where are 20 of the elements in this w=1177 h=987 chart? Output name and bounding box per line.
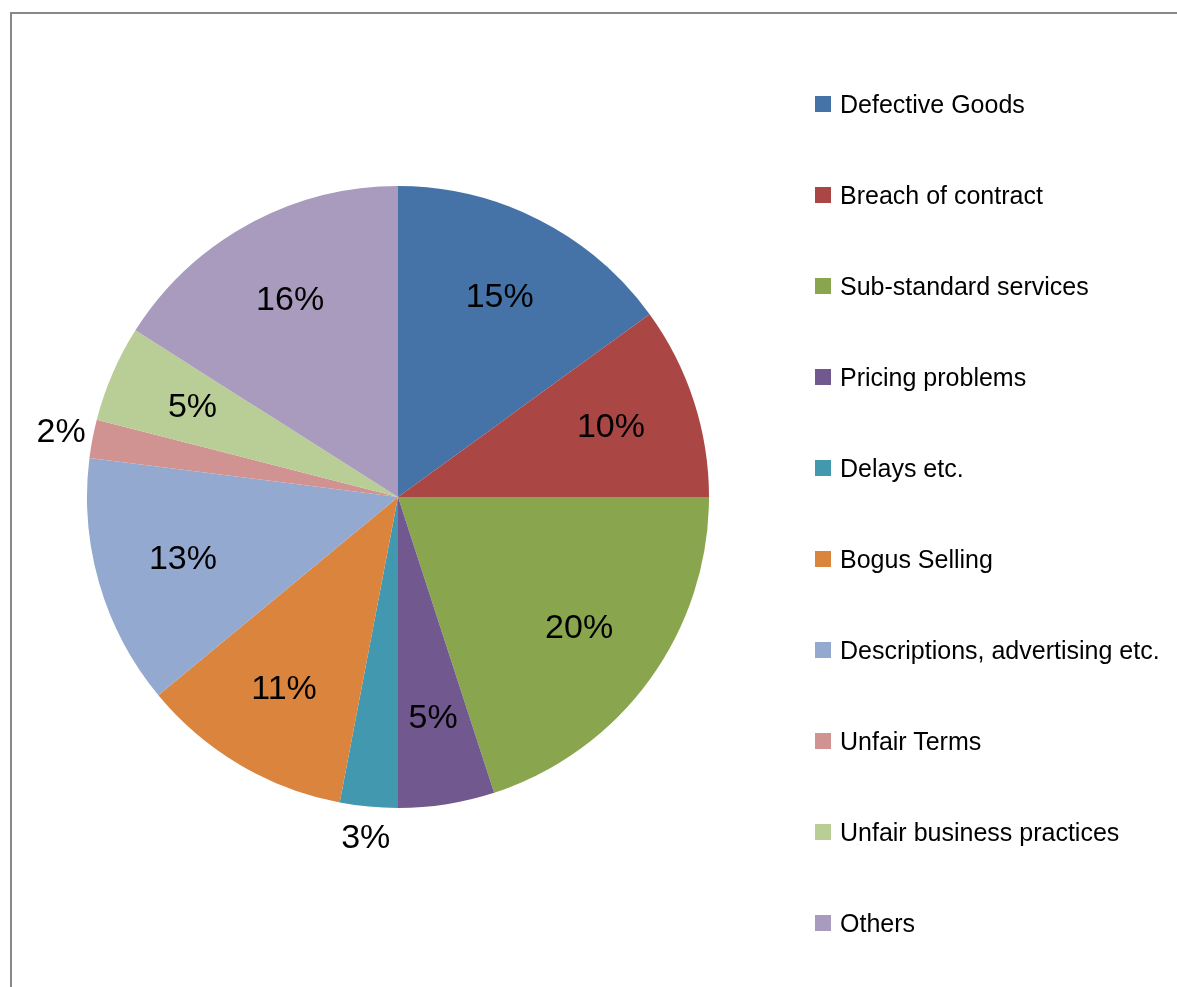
- legend-label: Pricing problems: [840, 362, 1027, 393]
- legend-label: Unfair business practices: [840, 817, 1120, 848]
- data-label: 5%: [408, 696, 458, 735]
- legend-label: Delays etc.: [840, 453, 964, 484]
- data-label: 13%: [148, 537, 217, 576]
- legend-label: Descriptions, advertising etc.: [840, 635, 1160, 666]
- data-label: 16%: [256, 279, 325, 318]
- data-label: 11%: [251, 668, 317, 707]
- legend-label: Unfair Terms: [840, 726, 982, 757]
- data-label: 10%: [576, 406, 645, 445]
- legend-label: Sub-standard services: [840, 271, 1089, 302]
- data-label: 15%: [465, 275, 534, 314]
- legend-label: Defective Goods: [840, 89, 1025, 120]
- legend-label: Others: [840, 908, 916, 939]
- data-label: 3%: [341, 816, 391, 855]
- legend-label: Breach of contract: [840, 180, 1043, 211]
- data-label: 20%: [545, 606, 614, 645]
- legend-label: Bogus Selling: [840, 544, 993, 575]
- data-label: 5%: [167, 386, 218, 425]
- data-label: 2%: [36, 411, 86, 450]
